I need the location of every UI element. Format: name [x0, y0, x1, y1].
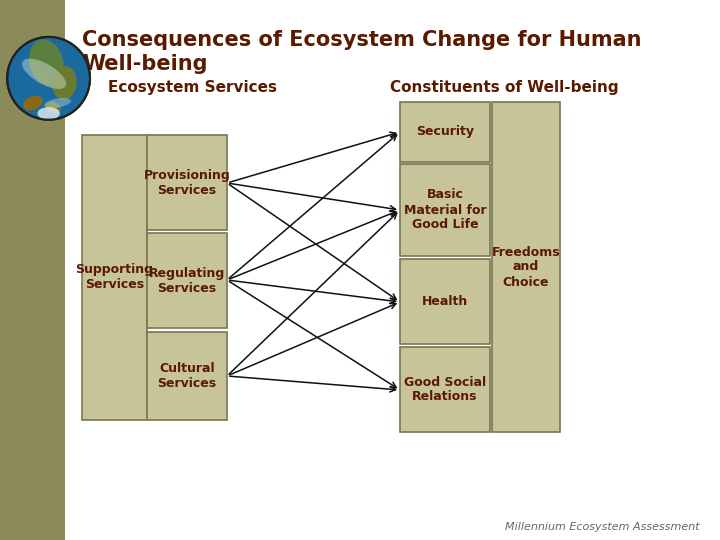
Text: Health: Health [422, 295, 468, 308]
Ellipse shape [45, 98, 71, 108]
Ellipse shape [22, 59, 66, 89]
Ellipse shape [45, 102, 60, 113]
Text: Ecosystem Services: Ecosystem Services [108, 80, 277, 95]
Text: Good Social
Relations: Good Social Relations [404, 375, 486, 403]
Circle shape [7, 37, 90, 120]
Text: Constituents of Well-being: Constituents of Well-being [390, 80, 618, 95]
Ellipse shape [37, 107, 60, 120]
Text: Cultural
Services: Cultural Services [158, 362, 217, 390]
Bar [400, 102, 490, 162]
Bar [0, 0, 65, 540]
Bar [147, 135, 227, 230]
Bar [400, 347, 490, 432]
Ellipse shape [29, 39, 64, 86]
Bar [82, 135, 147, 420]
Text: Basic
Material for
Good Life: Basic Material for Good Life [404, 188, 486, 232]
Bar [492, 102, 560, 432]
Bar [400, 259, 490, 344]
Text: Well-being: Well-being [82, 54, 207, 74]
Bar [400, 164, 490, 256]
Ellipse shape [23, 96, 42, 111]
Text: Security: Security [416, 125, 474, 138]
Bar [147, 332, 227, 420]
Bar [147, 233, 227, 328]
Text: Freedoms
and
Choice: Freedoms and Choice [492, 246, 560, 288]
Text: Consequences of Ecosystem Change for Human: Consequences of Ecosystem Change for Hum… [82, 30, 642, 50]
Ellipse shape [52, 66, 77, 100]
Text: Regulating
Services: Regulating Services [149, 267, 225, 294]
Text: Supporting
Services: Supporting Services [76, 264, 153, 292]
Text: Provisioning
Services: Provisioning Services [143, 168, 230, 197]
Text: Millennium Ecosystem Assessment: Millennium Ecosystem Assessment [505, 522, 700, 532]
